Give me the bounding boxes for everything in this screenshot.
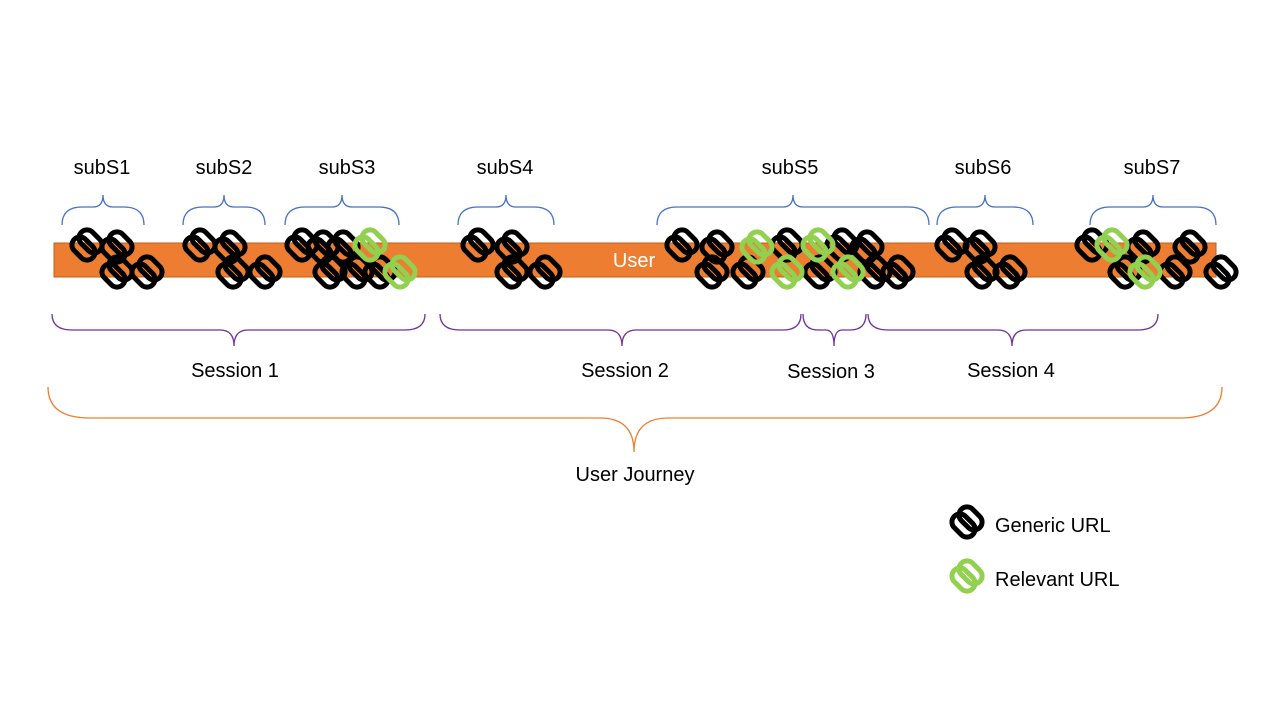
- session-brace-3: [802, 313, 867, 347]
- journey-brace: [47, 386, 1223, 453]
- journey-label: User Journey: [576, 464, 695, 486]
- legend: Generic URL Relevant URL: [949, 504, 1120, 595]
- session-brace-1: [51, 313, 426, 347]
- session-brace-2: [439, 313, 802, 347]
- session-label-2: Session 2: [581, 360, 669, 382]
- session-label-1: Session 1: [191, 360, 279, 382]
- subsession-label-2: subS2: [196, 157, 253, 179]
- session-brace-4: [867, 313, 1159, 347]
- generic-url-icon: [949, 504, 986, 541]
- subsession-label-1: subS1: [74, 157, 131, 179]
- user-bar-label: User: [613, 250, 656, 272]
- subsession-label-6: subS6: [955, 157, 1012, 179]
- subsession-label-3: subS3: [319, 157, 376, 179]
- subsession-brace-7: [1089, 194, 1217, 226]
- subsession-brace-6: [936, 194, 1034, 226]
- subsession-brace-3: [284, 194, 400, 226]
- legend-relevant-label: Relevant URL: [995, 569, 1120, 591]
- subsession-label-5: subS5: [762, 157, 819, 179]
- subsession-label-4: subS4: [477, 157, 534, 179]
- subsession-brace-5: [656, 194, 930, 226]
- subsession-brace-1: [61, 194, 145, 226]
- session-label-3: Session 3: [787, 361, 875, 383]
- session-label-4: Session 4: [967, 360, 1055, 382]
- subsession-brace-4: [457, 194, 555, 226]
- relevant-url-icon: [949, 558, 986, 595]
- legend-generic-label: Generic URL: [995, 515, 1111, 537]
- subsession-brace-2: [182, 194, 266, 226]
- subsession-label-7: subS7: [1124, 157, 1181, 179]
